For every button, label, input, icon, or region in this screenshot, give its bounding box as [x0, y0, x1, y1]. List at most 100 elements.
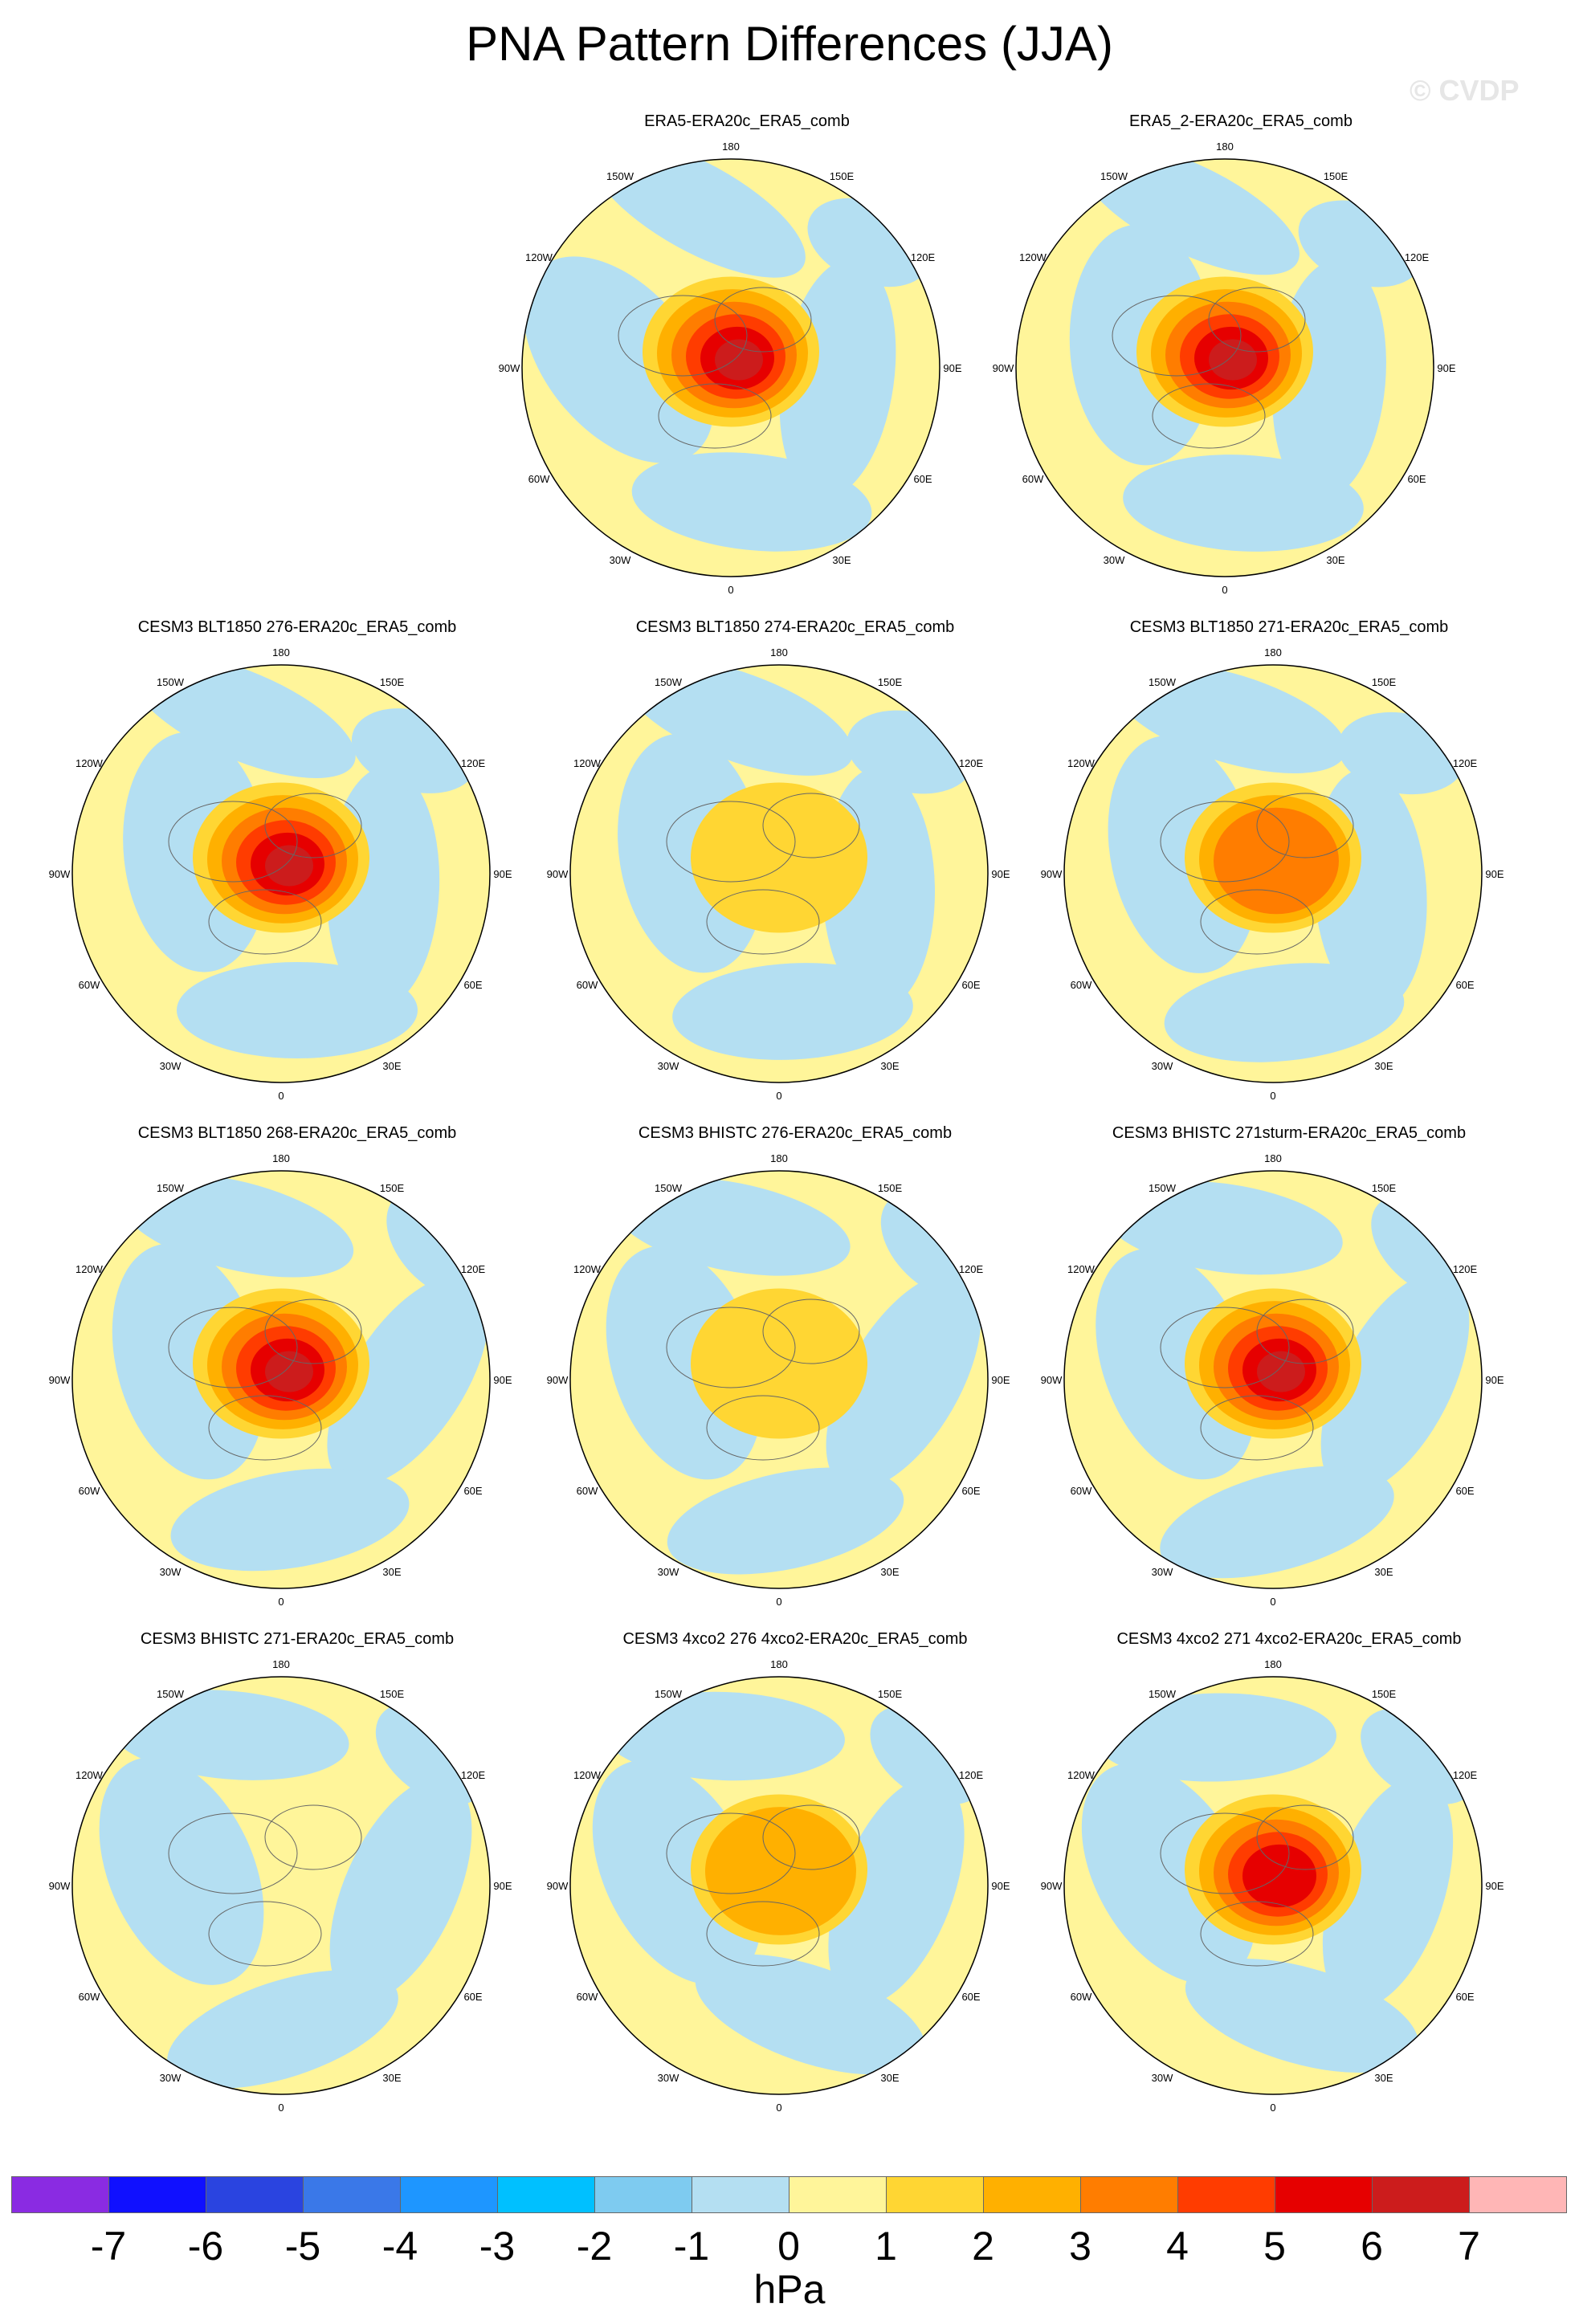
colorbar-tick-label: 0: [777, 2224, 800, 2269]
coastline: [1152, 383, 1266, 449]
longitude-label: 120W: [525, 251, 553, 263]
colorbar-tick-label: 3: [1069, 2224, 1091, 2269]
longitude-label: 120E: [1453, 757, 1478, 769]
longitude-label: 150W: [655, 1688, 683, 1700]
map-panel: CESM3 BHISTC 271-ERA20c_ERA5_comb 180 150E…: [48, 1630, 546, 2128]
longitude-label: 30W: [610, 554, 631, 566]
longitude-label: 120W: [1067, 1263, 1096, 1275]
map-panel: CESM3 4xco2 271 4xco2-ERA20c_ERA5_comb 18…: [1040, 1630, 1538, 2128]
longitude-label: 60E: [961, 1485, 980, 1497]
negative-region: [1160, 1466, 1394, 1579]
longitude-label: 60E: [961, 1991, 980, 2003]
map-boundary: [71, 664, 491, 1083]
longitude-label: 180: [770, 646, 788, 658]
longitude-label: 60W: [79, 1485, 100, 1497]
negative-region: [327, 1274, 489, 1486]
watermark: © CVDP: [1410, 74, 1520, 107]
panel-title: CESM3 BHISTC 276-ERA20c_ERA5_comb: [638, 1124, 953, 1142]
colorbar-swatch: [1080, 2176, 1178, 2213]
longitude-label: 30W: [160, 1060, 182, 1072]
coastline: [168, 801, 298, 883]
coastline: [1160, 1812, 1290, 1894]
map-boundary: [569, 1170, 989, 1589]
coastline: [1208, 287, 1306, 353]
coastline: [264, 1804, 362, 1870]
longitude-label: 150E: [380, 676, 405, 688]
negative-region: [667, 1467, 904, 1575]
coastline: [208, 1901, 322, 1967]
map-boundary: [71, 1170, 491, 1589]
longitude-label: 120E: [461, 1769, 486, 1781]
longitude-label: 120E: [959, 1263, 984, 1275]
longitude-label: 30E: [1374, 1060, 1393, 1072]
panel-title: CESM3 BLT1850 274-ERA20c_ERA5_comb: [635, 618, 955, 636]
longitude-label: 60W: [528, 473, 550, 485]
colorbar-swatch: [1372, 2176, 1470, 2213]
longitude-label: 90W: [547, 1374, 569, 1386]
longitude-label: 180: [272, 1152, 290, 1164]
polar-map: 180 150E 120E 90E 60E 30E 0 30W 60W 90W 120W 150W: [547, 646, 1010, 1102]
longitude-label: 0: [278, 1596, 284, 1608]
negative-region: [828, 1776, 965, 2006]
longitude-label: 150W: [1149, 1182, 1177, 1194]
colorbar-tick-label: 1: [875, 2224, 897, 2269]
longitude-label: 90E: [943, 362, 961, 374]
longitude-label: 90W: [993, 362, 1014, 374]
longitude-label: 150W: [606, 170, 634, 182]
panel-title: CESM3 4xco2 276 4xco2-ERA20c_ERA5_comb: [622, 1630, 968, 1648]
colorbar-swatch: [789, 2176, 887, 2213]
polar-map: 180 150E 120E 90E 60E 30E 0 30W 60W 90W 120W 150W: [49, 646, 512, 1102]
longitude-label: 60W: [577, 1991, 598, 2003]
map-panel: ERA5_2-ERA20c_ERA5_comb 180 150E 120E 90E 60E…: [992, 112, 1490, 610]
colorbar-swatch: [1177, 2176, 1275, 2213]
longitude-label: 150E: [878, 1688, 903, 1700]
map-boundary: [71, 1676, 491, 2095]
longitude-label: 30E: [382, 1566, 401, 1578]
colorbar-tick-label: 6: [1361, 2224, 1383, 2269]
longitude-label: 150E: [380, 1688, 405, 1700]
colorbar-swatch: [303, 2176, 401, 2213]
longitude-label: 150W: [157, 1182, 185, 1194]
longitude-label: 60W: [577, 979, 598, 991]
negative-region: [672, 963, 913, 1060]
coastline: [762, 1299, 860, 1364]
positive-contour: [265, 845, 313, 887]
colorbar-tick-label: -6: [187, 2224, 224, 2269]
longitude-label: 30E: [832, 554, 851, 566]
longitude-label: 90E: [493, 1880, 512, 1892]
colorbar-tick-label: -2: [576, 2224, 613, 2269]
map-panel: ERA5-ERA20c_ERA5_comb 180 150E 120E 90E 60E 30…: [498, 112, 996, 610]
longitude-label: 120E: [461, 757, 486, 769]
panel-title: CESM3 4xco2 271 4xco2-ERA20c_ERA5_comb: [1116, 1630, 1462, 1648]
map-boundary: [569, 664, 989, 1083]
coastline: [666, 1812, 796, 1894]
coastline: [706, 1901, 820, 1967]
longitude-label: 180: [1264, 646, 1282, 658]
colorbar-tick-label: -4: [381, 2224, 418, 2269]
colorbar-tick-label: 4: [1166, 2224, 1189, 2269]
map-boundary: [1063, 1170, 1483, 1589]
longitude-label: 180: [272, 1658, 290, 1670]
colorbar-swatch: [1275, 2176, 1373, 2213]
map-panel: CESM3 BLT1850 268-ERA20c_ERA5_comb 180 150…: [48, 1124, 546, 1622]
longitude-label: 30E: [1374, 2072, 1393, 2084]
colorbar-tick-label: -1: [673, 2224, 710, 2269]
panel-title: CESM3 BHISTC 271-ERA20c_ERA5_comb: [140, 1630, 455, 1648]
panel-title: CESM3 BLT1850 276-ERA20c_ERA5_comb: [137, 618, 457, 636]
longitude-label: 120W: [573, 757, 602, 769]
coastline: [618, 295, 748, 377]
panel-title: CESM3 BHISTC 271sturm-ERA20c_ERA5_comb: [1112, 1124, 1467, 1142]
coastline: [1160, 801, 1290, 883]
longitude-label: 120W: [573, 1263, 602, 1275]
longitude-label: 60E: [463, 979, 482, 991]
panel-title: CESM3 BLT1850 268-ERA20c_ERA5_comb: [137, 1124, 457, 1142]
positive-contour: [705, 1807, 856, 1935]
longitude-label: 30W: [1152, 2072, 1173, 2084]
longitude-label: 30W: [1104, 554, 1125, 566]
coastline: [666, 1307, 796, 1388]
longitude-label: 120W: [1067, 757, 1096, 769]
longitude-label: 150E: [1372, 676, 1397, 688]
longitude-label: 90E: [991, 1880, 1010, 1892]
longitude-label: 30W: [1152, 1566, 1173, 1578]
longitude-label: 120E: [1405, 251, 1430, 263]
